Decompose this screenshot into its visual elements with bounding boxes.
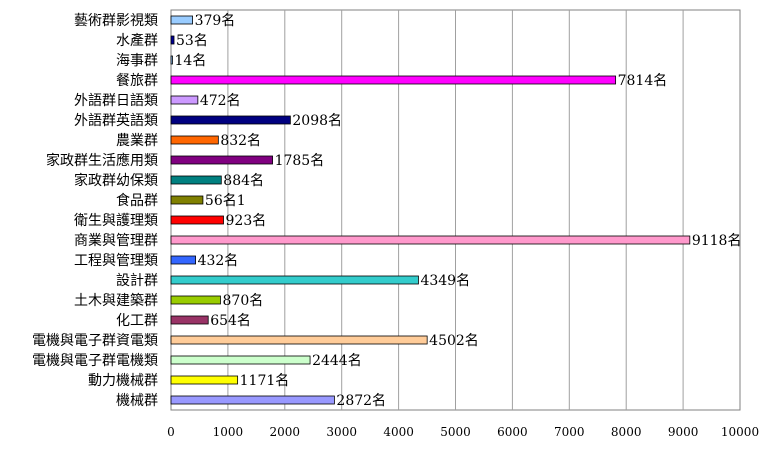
- value-label: 7814名: [618, 73, 668, 89]
- value-label: 472名: [200, 93, 241, 109]
- value-labels: 379名 53名 14名 7814名 472名 2098名 832名 1785名 884名 56名…: [175, 13, 742, 409]
- category-labels: 藝術群影視類水產群海事群餐旅群外語群日語類外語群英語類農業群家政群生活應用類家政…: [32, 13, 158, 409]
- bars: [170, 15, 691, 405]
- category-label: 農業群: [116, 133, 158, 149]
- category-label: 設計群: [116, 273, 158, 289]
- category-label: 機械群: [116, 393, 158, 409]
- value-label: 870名: [223, 293, 264, 309]
- category-label: 海事群: [116, 53, 158, 69]
- bar: [170, 375, 239, 385]
- x-tick-label: 9000: [668, 425, 699, 439]
- x-tick-labels: 0 1000 2000 3000 4000 5000 6000 7000 8000 9000 100…: [167, 425, 759, 439]
- value-label: 14名: [175, 53, 207, 69]
- category-label: 家政群幼保類: [74, 172, 158, 189]
- category-label: 藝術群影視類: [74, 13, 158, 29]
- category-label: 水產群: [116, 32, 158, 49]
- bar: [170, 135, 219, 145]
- value-label: 56名1: [205, 193, 246, 209]
- x-tick-label: 3000: [326, 425, 357, 439]
- category-label: 家政群生活應用類: [46, 152, 158, 169]
- x-tick-label: 8000: [611, 425, 642, 439]
- value-label: 53名: [176, 33, 208, 49]
- category-label: 商業與管理群: [74, 233, 158, 249]
- value-label: 379名: [195, 13, 236, 29]
- value-label: 1785名: [275, 153, 325, 169]
- x-tick-label: 10000: [721, 425, 759, 439]
- category-label: 電機與電子群電機類: [32, 353, 158, 369]
- x-tick-label: 4000: [383, 425, 414, 439]
- x-tick-label: 7000: [554, 425, 585, 439]
- bar: [170, 395, 335, 405]
- value-label: 4502名: [429, 333, 479, 349]
- bar: [170, 95, 199, 105]
- value-label: 884名: [223, 173, 264, 189]
- value-label: 9118名: [692, 233, 742, 249]
- bar: [170, 55, 173, 65]
- value-label: 2872名: [336, 393, 386, 409]
- value-label: 923名: [226, 213, 267, 229]
- value-label: 654名: [210, 313, 251, 329]
- bar: [170, 255, 196, 265]
- bar: [170, 115, 291, 125]
- category-label: 化工群: [116, 313, 158, 329]
- x-tick-label: 0: [167, 425, 175, 439]
- x-tick-label: 1000: [213, 425, 244, 439]
- value-label: 2444名: [312, 353, 362, 369]
- bar: [170, 195, 204, 205]
- bar: [170, 35, 175, 45]
- bar: [170, 175, 222, 185]
- value-label: 4349名: [420, 273, 470, 289]
- bar: [170, 295, 221, 305]
- bar: [170, 355, 311, 365]
- value-label: 832名: [220, 133, 261, 149]
- category-label: 食品群: [116, 192, 158, 209]
- bar: [170, 15, 193, 25]
- category-label: 土木與建築群: [74, 293, 158, 309]
- value-label: 1171名: [240, 373, 290, 389]
- category-label: 動力機械群: [88, 373, 158, 389]
- category-label: 餐旅群: [116, 73, 158, 89]
- category-label: 外語群日語類: [74, 93, 158, 109]
- x-tick-label: 5000: [440, 425, 471, 439]
- x-tick-label: 6000: [497, 425, 528, 439]
- bar: [170, 235, 691, 245]
- bar: [170, 315, 209, 325]
- bar: [170, 275, 419, 285]
- category-label: 電機與電子群資電類: [32, 333, 158, 349]
- value-label: 432名: [198, 253, 239, 269]
- category-label: 外語群英語類: [74, 112, 158, 129]
- category-label: 衛生與護理類: [74, 213, 158, 229]
- bar: [170, 215, 224, 225]
- bar: [170, 335, 428, 345]
- bar: [170, 75, 617, 85]
- x-tick-label: 2000: [270, 425, 301, 439]
- category-label: 工程與管理類: [74, 253, 158, 269]
- value-label: 2098名: [292, 113, 342, 129]
- bar: [170, 155, 273, 165]
